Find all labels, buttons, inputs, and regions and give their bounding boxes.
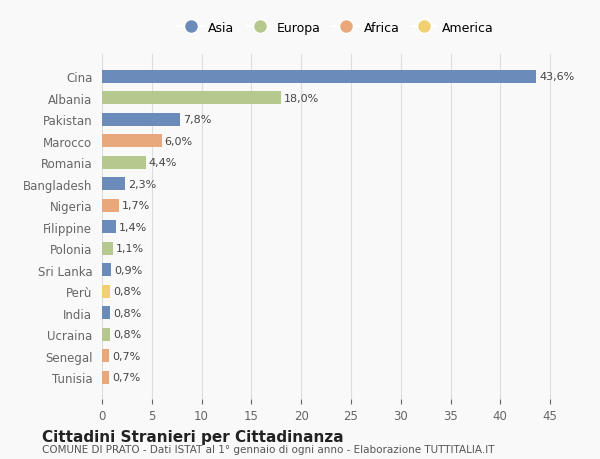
Text: 0,7%: 0,7% <box>112 351 140 361</box>
Text: Cittadini Stranieri per Cittadinanza: Cittadini Stranieri per Cittadinanza <box>42 429 344 444</box>
Bar <box>102 349 109 362</box>
Bar <box>102 135 162 148</box>
Text: 1,7%: 1,7% <box>122 201 150 211</box>
Text: 1,4%: 1,4% <box>119 222 147 232</box>
Bar <box>102 221 116 234</box>
Bar <box>102 328 110 341</box>
Bar <box>102 157 146 169</box>
Bar <box>102 71 536 84</box>
Bar <box>102 92 281 105</box>
Bar <box>102 371 109 384</box>
Bar <box>102 113 179 127</box>
Text: 0,8%: 0,8% <box>113 308 141 318</box>
Bar <box>102 199 119 212</box>
Text: 0,8%: 0,8% <box>113 286 141 297</box>
Bar <box>102 285 110 298</box>
Bar <box>102 178 125 191</box>
Text: 43,6%: 43,6% <box>539 72 574 82</box>
Text: COMUNE DI PRATO - Dati ISTAT al 1° gennaio di ogni anno - Elaborazione TUTTITALI: COMUNE DI PRATO - Dati ISTAT al 1° genna… <box>42 444 494 454</box>
Text: 1,1%: 1,1% <box>116 244 144 254</box>
Legend: Asia, Europa, Africa, America: Asia, Europa, Africa, America <box>173 17 499 39</box>
Text: 7,8%: 7,8% <box>182 115 211 125</box>
Text: 0,9%: 0,9% <box>114 265 142 275</box>
Bar <box>102 263 111 276</box>
Bar <box>102 307 110 319</box>
Text: 4,4%: 4,4% <box>149 158 177 168</box>
Text: 0,8%: 0,8% <box>113 330 141 339</box>
Text: 6,0%: 6,0% <box>165 136 193 146</box>
Text: 18,0%: 18,0% <box>284 94 319 104</box>
Text: 2,3%: 2,3% <box>128 179 156 189</box>
Bar <box>102 242 113 255</box>
Text: 0,7%: 0,7% <box>112 372 140 382</box>
